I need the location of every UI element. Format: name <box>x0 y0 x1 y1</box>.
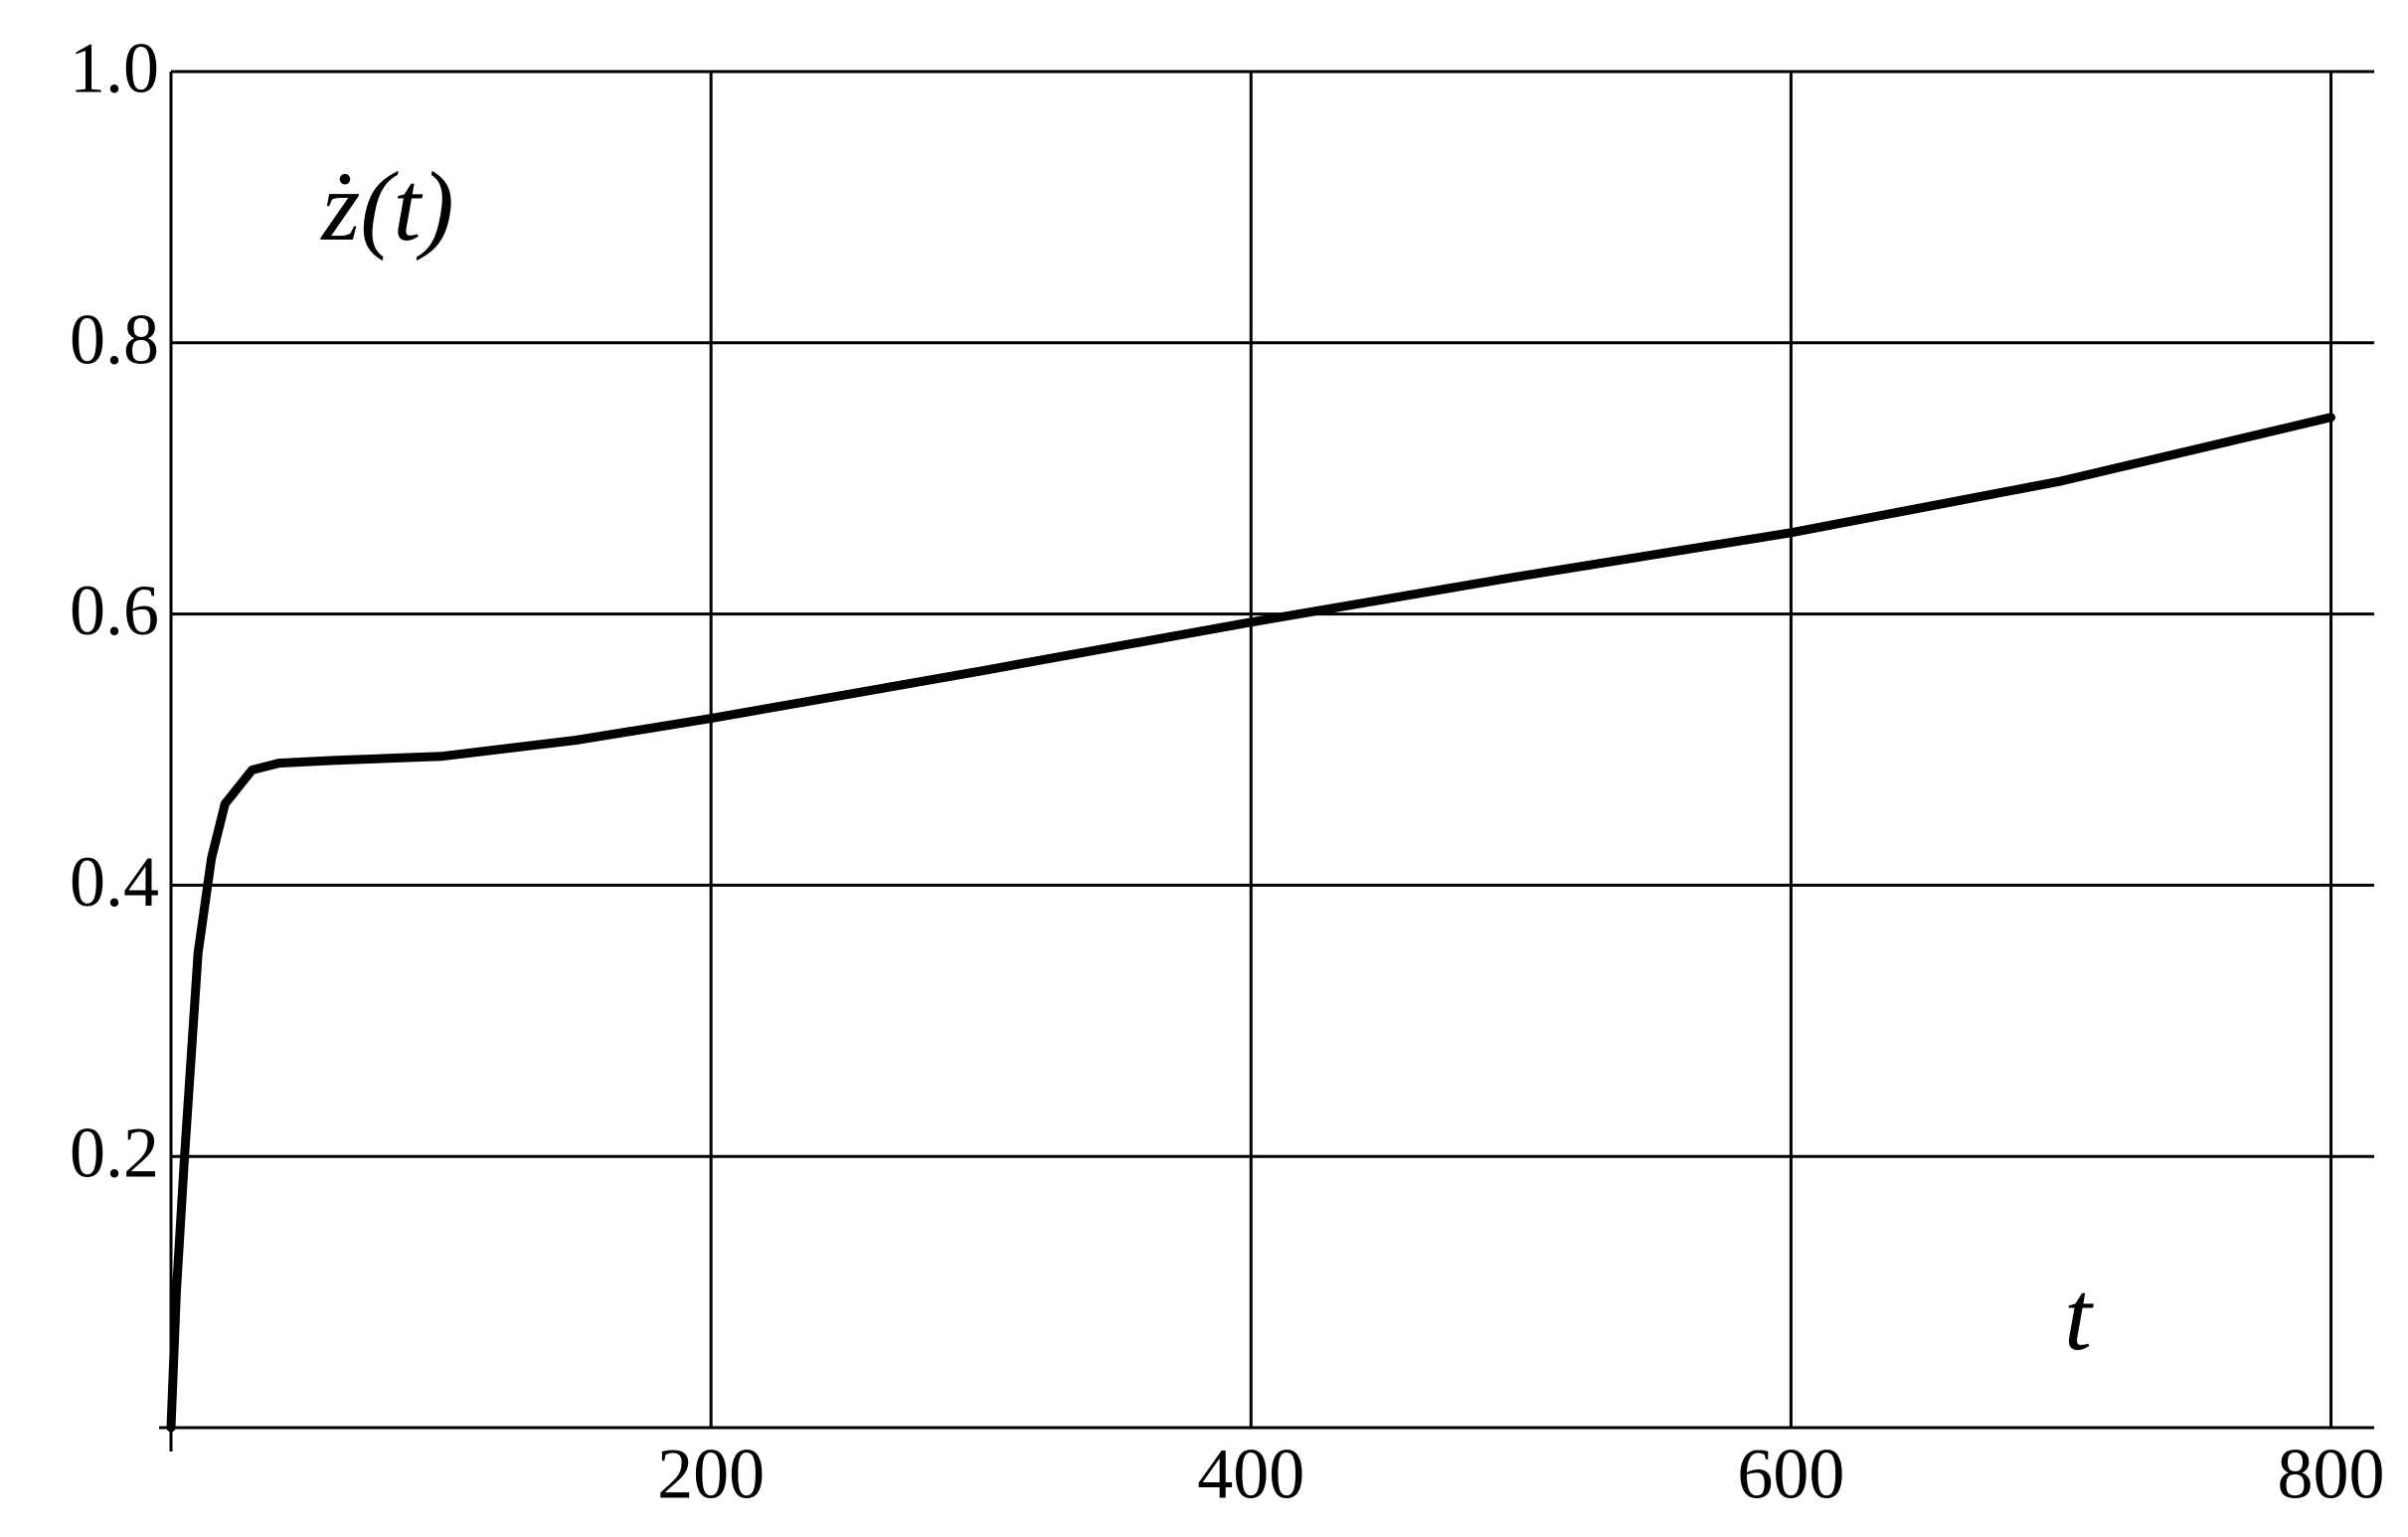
data-line <box>166 413 2335 1433</box>
y-axis-label: ż(t) <box>319 151 453 261</box>
y-tick-label: 1.0 <box>70 29 159 108</box>
y-tick-label: 0.2 <box>70 1113 159 1193</box>
x-tick-label: 200 <box>657 1435 765 1514</box>
x-tick-label: 800 <box>2278 1435 2385 1514</box>
y-tick-label: 0.6 <box>70 571 159 650</box>
x-axis-label: t <box>2064 1261 2094 1371</box>
x-tick-label: 600 <box>1737 1435 1844 1514</box>
y-tick-label: 0.8 <box>70 299 159 379</box>
x-tick-label: 400 <box>1197 1435 1304 1514</box>
y-tick-label: 0.4 <box>70 842 159 922</box>
